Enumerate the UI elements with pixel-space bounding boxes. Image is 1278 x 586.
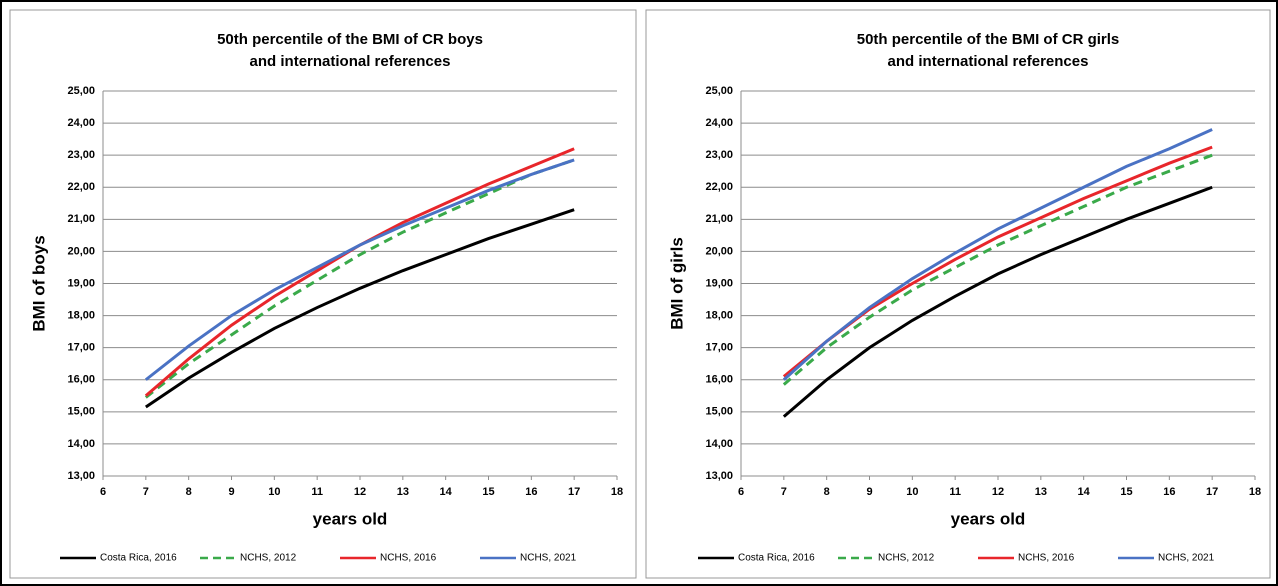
x-tick-label: 18 xyxy=(611,486,623,498)
y-tick-label: 13,00 xyxy=(67,470,95,482)
x-tick-label: 11 xyxy=(949,486,961,498)
legend-label: Costa Rica, 2016 xyxy=(738,553,815,564)
x-tick-label: 10 xyxy=(268,486,280,498)
y-axis-title: BMI of boys xyxy=(29,235,48,331)
chart-title: 50th percentile of the BMI of CR girls xyxy=(857,31,1120,48)
x-tick-label: 6 xyxy=(738,486,744,498)
y-tick-label: 23,00 xyxy=(67,149,95,161)
y-tick-label: 22,00 xyxy=(67,181,95,193)
legend-label: NCHS, 2012 xyxy=(240,553,297,564)
y-axis-title: BMI of girls xyxy=(667,237,686,330)
series-line xyxy=(782,185,1213,418)
legend-label: NCHS, 2021 xyxy=(1158,553,1215,564)
y-tick-label: 25,00 xyxy=(705,85,733,97)
y-tick-label: 24,00 xyxy=(705,117,733,129)
x-tick-label: 11 xyxy=(311,486,323,498)
series-line xyxy=(782,153,1213,386)
x-tick-label: 17 xyxy=(568,486,580,498)
y-tick-label: 18,00 xyxy=(67,309,95,321)
x-tick-label: 14 xyxy=(440,486,453,498)
y-tick-label: 24,00 xyxy=(67,117,95,129)
y-tick-label: 14,00 xyxy=(67,438,95,450)
chart-title: 50th percentile of the BMI of CR boys xyxy=(217,31,483,48)
y-tick-label: 23,00 xyxy=(705,149,733,161)
series-line xyxy=(144,158,575,399)
x-tick-label: 9 xyxy=(228,486,234,498)
y-tick-label: 15,00 xyxy=(705,406,733,418)
x-tick-label: 9 xyxy=(866,486,872,498)
y-tick-label: 20,00 xyxy=(67,245,95,257)
x-tick-label: 13 xyxy=(1035,486,1047,498)
x-tick-label: 15 xyxy=(1120,486,1132,498)
legend-label: NCHS, 2012 xyxy=(878,553,935,564)
y-tick-label: 25,00 xyxy=(67,85,95,97)
chart-title: and international references xyxy=(250,53,451,70)
x-tick-label: 10 xyxy=(906,486,918,498)
x-tick-label: 7 xyxy=(143,486,149,498)
x-tick-label: 6 xyxy=(100,486,106,498)
x-tick-label: 12 xyxy=(992,486,1004,498)
y-tick-label: 14,00 xyxy=(705,438,733,450)
x-tick-label: 8 xyxy=(824,486,830,498)
y-tick-label: 15,00 xyxy=(67,406,95,418)
x-tick-label: 15 xyxy=(482,486,494,498)
y-tick-label: 21,00 xyxy=(705,213,733,225)
y-tick-label: 22,00 xyxy=(705,181,733,193)
x-tick-label: 8 xyxy=(186,486,192,498)
legend-label: NCHS, 2021 xyxy=(520,553,577,564)
series-line xyxy=(782,128,1213,381)
legend-label: NCHS, 2016 xyxy=(1018,553,1075,564)
x-tick-label: 18 xyxy=(1249,486,1261,498)
panel-border xyxy=(9,9,637,579)
legend-label: Costa Rica, 2016 xyxy=(100,553,177,564)
x-tick-label: 13 xyxy=(397,486,409,498)
chart-title: and international references xyxy=(888,53,1089,70)
series-line xyxy=(144,208,575,409)
y-tick-label: 19,00 xyxy=(67,277,95,289)
series-line xyxy=(144,158,575,381)
y-tick-label: 13,00 xyxy=(705,470,733,482)
x-axis-title: years old xyxy=(313,509,388,528)
y-tick-label: 19,00 xyxy=(705,277,733,289)
x-tick-label: 16 xyxy=(1163,486,1175,498)
x-tick-label: 17 xyxy=(1206,486,1218,498)
y-tick-label: 16,00 xyxy=(67,374,95,386)
x-tick-label: 14 xyxy=(1078,486,1091,498)
y-tick-label: 21,00 xyxy=(67,213,95,225)
y-tick-label: 17,00 xyxy=(67,342,95,354)
legend-label: NCHS, 2016 xyxy=(380,553,437,564)
x-tick-label: 12 xyxy=(354,486,366,498)
y-tick-label: 16,00 xyxy=(705,374,733,386)
x-axis-title: years old xyxy=(951,509,1026,528)
y-tick-label: 17,00 xyxy=(705,342,733,354)
y-tick-label: 20,00 xyxy=(705,245,733,257)
x-tick-label: 7 xyxy=(781,486,787,498)
y-tick-label: 18,00 xyxy=(705,309,733,321)
x-tick-label: 16 xyxy=(525,486,537,498)
